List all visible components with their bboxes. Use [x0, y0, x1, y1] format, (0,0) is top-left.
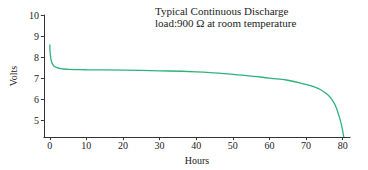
svg-text:50: 50: [228, 140, 238, 151]
svg-text:7: 7: [34, 73, 39, 84]
svg-text:80: 80: [338, 140, 348, 151]
svg-text:Typical Continuous Discharge: Typical Continuous Discharge: [155, 5, 289, 17]
svg-text:9: 9: [34, 31, 39, 42]
svg-text:load:900 Ω at room temperature: load:900 Ω at room temperature: [155, 17, 296, 29]
svg-text:10: 10: [81, 140, 91, 151]
svg-text:6: 6: [34, 94, 39, 105]
svg-text:5: 5: [34, 115, 39, 126]
svg-text:8: 8: [34, 52, 39, 63]
svg-text:0: 0: [47, 140, 52, 151]
svg-text:Hours: Hours: [185, 155, 210, 166]
svg-text:40: 40: [191, 140, 201, 151]
svg-text:20: 20: [118, 140, 128, 151]
svg-text:70: 70: [301, 140, 311, 151]
svg-text:60: 60: [264, 140, 274, 151]
svg-text:Volts: Volts: [8, 66, 19, 86]
svg-text:10: 10: [29, 10, 39, 21]
svg-text:30: 30: [155, 140, 165, 151]
